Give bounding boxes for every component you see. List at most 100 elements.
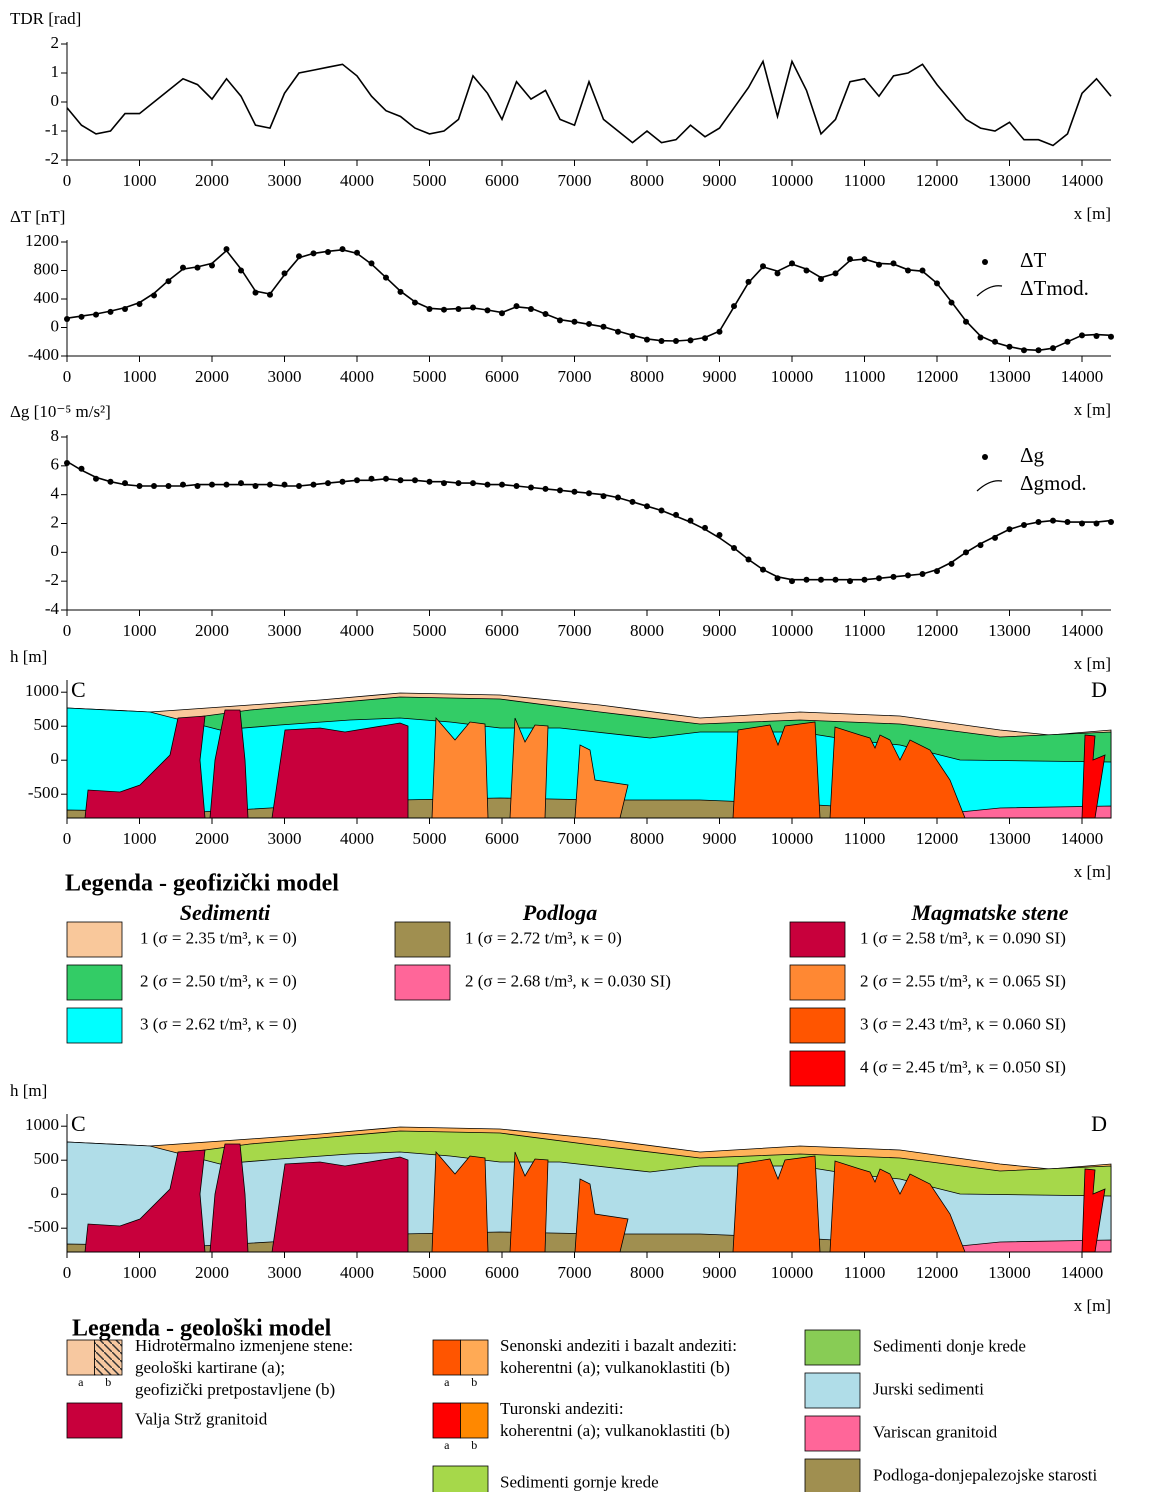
x-tick-label: 10000 (771, 171, 814, 190)
y-tick-label: 1 (51, 62, 60, 81)
legend-swatch (804, 1372, 861, 1409)
y-tick-label: -2 (45, 149, 59, 168)
x-tick-label: 10000 (771, 829, 814, 848)
legend-group-title: Sedimenti (180, 900, 271, 925)
legend-marker (976, 480, 1003, 492)
geo-body (271, 1156, 409, 1253)
legend-swatch (432, 1465, 489, 1492)
data-line (66, 59, 1112, 147)
x-tick-label: 9000 (703, 1263, 737, 1282)
y-tick-label: 800 (34, 259, 60, 278)
y-tick-label: -500 (28, 783, 59, 802)
x-tick-label: 1000 (123, 829, 157, 848)
x-tick-label: 11000 (844, 367, 886, 386)
section-end-label: D (1091, 1111, 1107, 1136)
x-tick-label: 7000 (558, 367, 592, 386)
x-tick-label: 2000 (195, 367, 229, 386)
x-tick-label: 9000 (703, 367, 737, 386)
legend-label: Δgmod. (1020, 471, 1087, 495)
x-tick-label: 3000 (268, 1263, 302, 1282)
legend-sublabel: a (444, 1375, 450, 1389)
x-tick-label: 2000 (195, 829, 229, 848)
x-tick-label: 13000 (988, 1263, 1031, 1282)
legend-swatch (460, 1339, 489, 1376)
x-tick-label: 11000 (844, 621, 886, 640)
geo-body (829, 726, 966, 819)
y-tick-label: 1000 (25, 681, 59, 700)
x-tick-label: 5000 (413, 171, 447, 190)
x-tick-label: 1000 (123, 1263, 157, 1282)
legend-sublabel: b (105, 1375, 111, 1389)
y-axis-label: Δg [10⁻⁵ m/s²] (10, 402, 111, 421)
x-tick-label: 1000 (123, 367, 157, 386)
section-start-label: C (71, 677, 86, 702)
x-tick-label: 3000 (268, 171, 302, 190)
data-line (66, 248, 1112, 352)
legend-marker (976, 285, 1003, 297)
data-point (223, 246, 230, 253)
y-axis-label: TDR [rad] (10, 9, 81, 28)
legend-swatch (394, 921, 451, 958)
x-tick-label: 14000 (1061, 829, 1104, 848)
x-tick-label: 5000 (413, 621, 447, 640)
x-tick-label: 9000 (703, 621, 737, 640)
geo-body (271, 722, 409, 819)
x-tick-label: 0 (63, 621, 72, 640)
x-tick-label: 1000 (123, 621, 157, 640)
y-tick-label: -2 (45, 570, 59, 589)
legend-marker (982, 454, 988, 460)
legend-sublabel: b (471, 1375, 477, 1389)
legend-label: 3 (σ = 2.62 t/m³, κ = 0) (140, 1014, 297, 1033)
x-tick-label: 10000 (771, 621, 814, 640)
x-tick-label: 0 (63, 171, 72, 190)
x-tick-label: 4000 (340, 367, 374, 386)
x-tick-label: 9000 (703, 171, 737, 190)
x-tick-label: 0 (63, 1263, 72, 1282)
legend-swatch (804, 1329, 861, 1366)
x-tick-label: 0 (63, 367, 72, 386)
x-tick-label: 6000 (485, 171, 519, 190)
legend-label: 2 (σ = 2.68 t/m³, κ = 0.030 SI) (465, 971, 671, 990)
x-tick-label: 12000 (916, 367, 959, 386)
y-tick-label: 0 (51, 316, 60, 335)
legend-label: koherentni (a); vulkanoklastiti (b) (500, 1421, 730, 1440)
x-tick-label: 4000 (340, 171, 374, 190)
y-tick-label: -500 (28, 1217, 59, 1236)
legend-label: ΔT (1020, 248, 1047, 272)
legend-swatch (94, 1339, 123, 1376)
x-tick-label: 11000 (844, 829, 886, 848)
legend-swatch (432, 1339, 461, 1376)
legend-label: Jurski sedimenti (873, 1379, 984, 1398)
data-point (64, 315, 70, 322)
x-tick-label: 6000 (485, 367, 519, 386)
legend-label: 2 (σ = 2.55 t/m³, κ = 0.065 SI) (860, 971, 1066, 990)
x-tick-label: 8000 (630, 1263, 664, 1282)
legend-title: Legenda - geološki model (72, 1316, 332, 1342)
x-tick-label: 5000 (413, 829, 447, 848)
legend-label: Senonski andeziti i bazalt andeziti: (500, 1336, 737, 1355)
x-tick-label: 1000 (123, 171, 157, 190)
geo-body (84, 715, 206, 819)
x-tick-label: 7000 (558, 171, 592, 190)
legend-sublabel: a (78, 1375, 84, 1389)
section-start-label: C (71, 1111, 86, 1136)
y-tick-label: 8 (51, 426, 60, 445)
x-axis-label: x [m] (1074, 204, 1111, 223)
x-tick-label: 2000 (195, 621, 229, 640)
x-tick-label: 11000 (844, 1263, 886, 1282)
x-tick-label: 3000 (268, 367, 302, 386)
y-tick-label: 2 (51, 33, 60, 52)
legend-sublabel: a (444, 1438, 450, 1452)
legend-label: 1 (σ = 2.35 t/m³, κ = 0) (140, 928, 297, 947)
legend-swatch (66, 1007, 123, 1044)
geo-body (829, 1160, 966, 1253)
x-tick-label: 13000 (988, 621, 1031, 640)
data-point (774, 270, 781, 277)
legend-label: Hidrotermalno izmenjene stene: (135, 1336, 353, 1355)
y-tick-label: 4 (51, 484, 60, 503)
x-tick-label: 14000 (1061, 1263, 1104, 1282)
legend-label: 1 (σ = 2.58 t/m³, κ = 0.090 SI) (860, 928, 1066, 947)
cross-section (66, 1126, 1112, 1253)
section-end-label: D (1091, 677, 1107, 702)
